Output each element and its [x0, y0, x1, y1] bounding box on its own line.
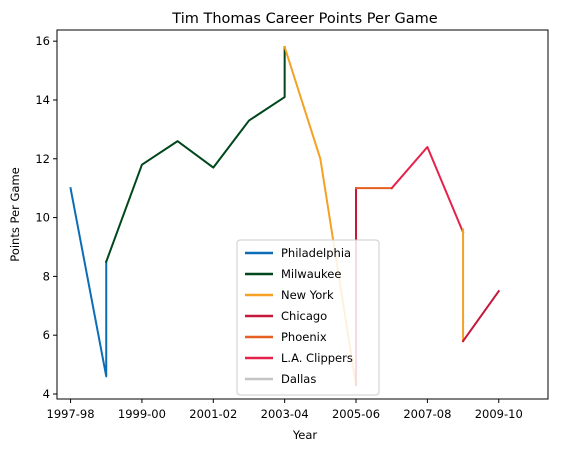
- x-tick-label-6: 2009-10: [475, 407, 523, 421]
- legend-label-1: Milwaukee: [281, 267, 341, 281]
- legend-label-5: L.A. Clippers: [281, 351, 353, 365]
- legend-label-6: Dallas: [281, 372, 316, 386]
- x-tick-label-4: 2005-06: [332, 407, 380, 421]
- series-line-1: [104, 46, 286, 263]
- series-line-5: [390, 146, 465, 234]
- x-tick-label-0: 1997-98: [47, 407, 95, 421]
- y-axis-label: Points Per Game: [8, 167, 22, 261]
- y-tick-label-4: 12: [35, 152, 50, 166]
- series-line-7: [461, 289, 501, 343]
- x-tick-label-1: 1999-00: [118, 407, 166, 421]
- legend-label-3: Chicago: [281, 309, 327, 323]
- y-tick-label-2: 8: [43, 269, 50, 283]
- y-axis: 4 6 8 10 12 14 16: [35, 34, 57, 401]
- legend-label-2: New York: [281, 288, 334, 302]
- y-tick-label-0: 4: [43, 387, 50, 401]
- legend-label-0: Philadelphia: [281, 246, 351, 260]
- plot-frame: [56, 29, 549, 400]
- y-tick-label-6: 16: [35, 34, 50, 48]
- legend-label-4: Phoenix: [281, 330, 327, 344]
- series-line-0: [69, 187, 108, 378]
- y-tick-label-1: 6: [43, 328, 50, 342]
- x-axis-label: Year: [292, 428, 318, 442]
- x-tick-label-3: 2003-04: [261, 407, 309, 421]
- chart-title: Tim Thomas Career Points Per Game: [171, 11, 437, 27]
- x-axis: 1997-98 1999-00 2001-02 2003-04 2005-06 2007-…: [47, 399, 523, 421]
- y-tick-label-3: 10: [35, 211, 50, 225]
- x-tick-label-5: 2007-08: [403, 407, 451, 421]
- legend: Philadelphia Milwaukee New York Chicago Phoe…: [236, 239, 380, 396]
- legend-box: [236, 239, 380, 396]
- x-tick-label-2: 2001-02: [189, 407, 237, 421]
- y-tick-label-5: 14: [35, 93, 50, 107]
